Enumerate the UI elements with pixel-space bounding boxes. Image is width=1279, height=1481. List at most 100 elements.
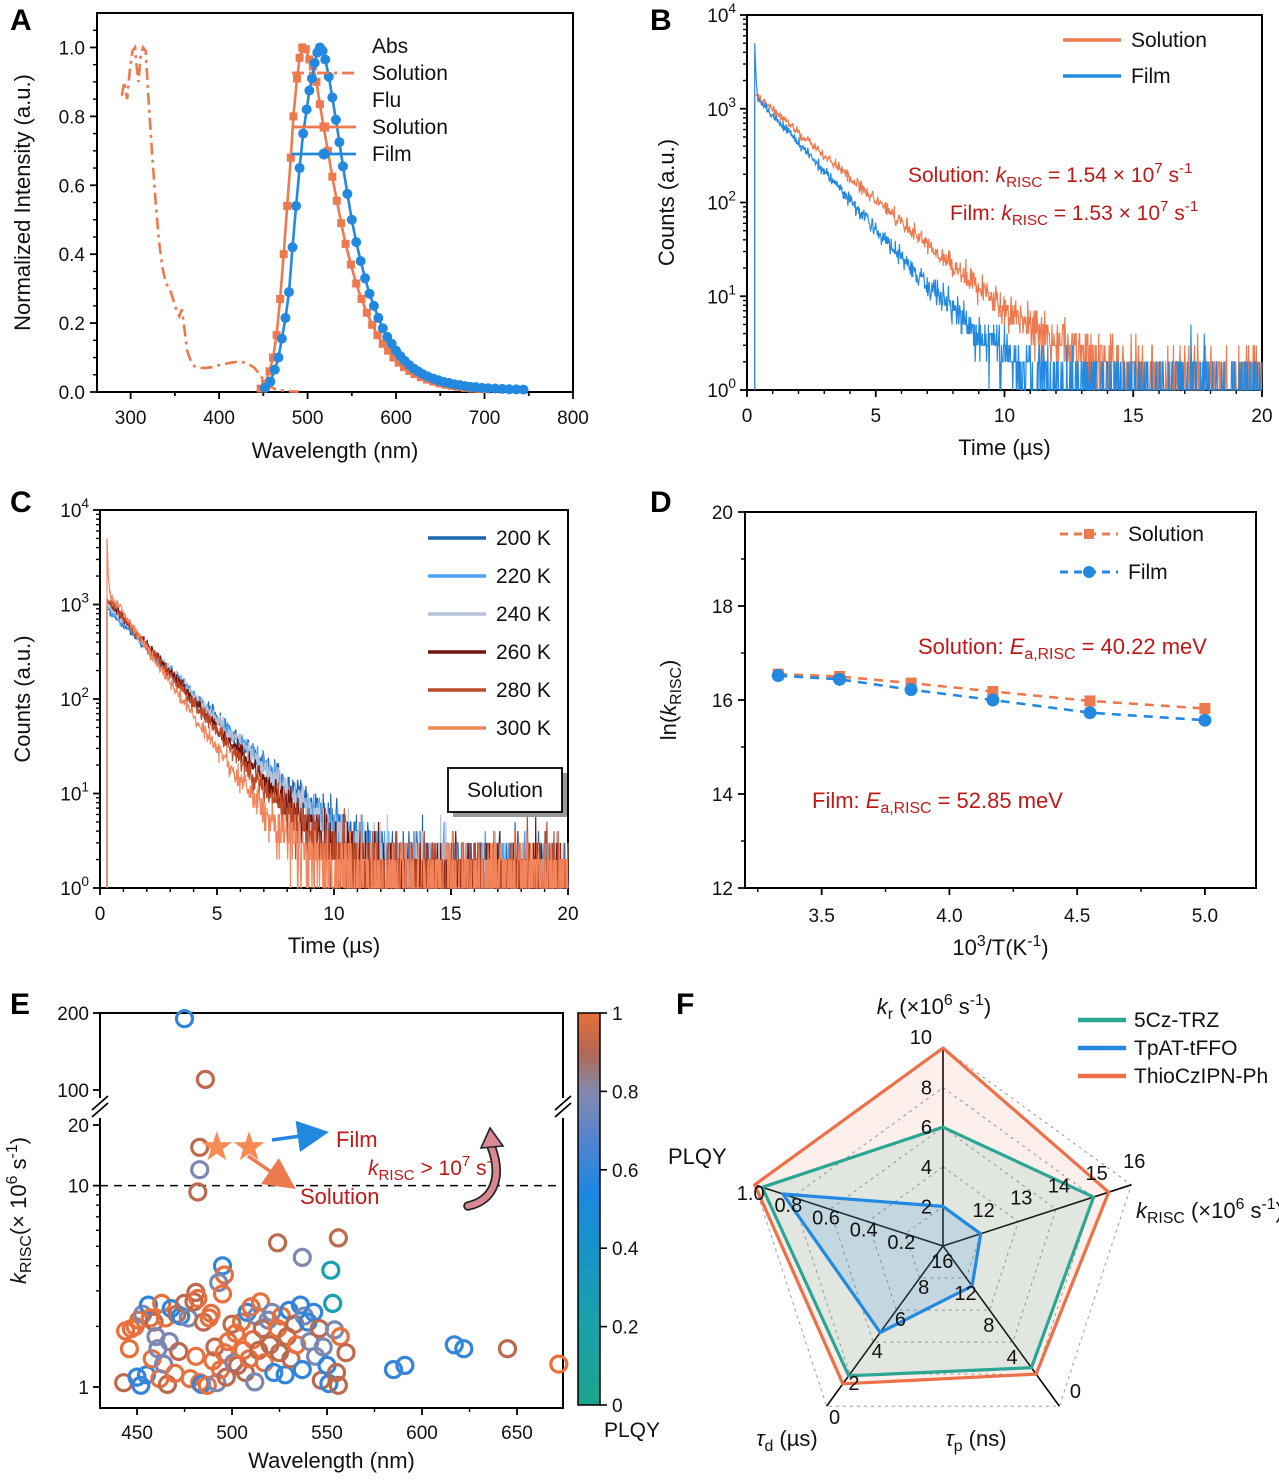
label-box-text: Solution bbox=[467, 779, 543, 802]
f-axis-label-taud: τd (µs) bbox=[756, 1426, 818, 1455]
e-colorbar-tick: 0.8 bbox=[612, 1082, 638, 1103]
e-x-tick: 650 bbox=[501, 1423, 533, 1444]
e-data-point bbox=[188, 1182, 208, 1202]
d-series-Film bbox=[778, 674, 1205, 722]
marker bbox=[833, 672, 847, 686]
e-data-point bbox=[395, 1355, 415, 1375]
marker bbox=[306, 73, 317, 84]
decay-series-300 K bbox=[106, 538, 569, 889]
e-data-point bbox=[326, 1362, 347, 1383]
panel-b: B 0 5 10 15 20 100 101 102 103 104 Time (µs) Counts… bbox=[640, 0, 1279, 470]
marker bbox=[276, 333, 287, 344]
x-axis-label: Time (µs) bbox=[288, 933, 381, 958]
e-film-label: Film bbox=[336, 1127, 378, 1152]
marker bbox=[384, 346, 393, 355]
f-tick-1: 16 bbox=[1123, 1151, 1145, 1173]
marker bbox=[360, 273, 371, 284]
e-y-tick: 20 bbox=[68, 1116, 89, 1137]
legend-label: 280 K bbox=[496, 679, 551, 702]
marker bbox=[337, 219, 346, 228]
e-colorbar bbox=[577, 1012, 601, 1406]
panel-letter-e: E bbox=[10, 988, 31, 1021]
f-axis-label-taup: τp (ns) bbox=[945, 1426, 1006, 1455]
marker bbox=[327, 92, 338, 103]
x-tick: 5 bbox=[212, 904, 223, 925]
f-series-ThioCzIPN-Ph bbox=[753, 1046, 1111, 1386]
marker bbox=[337, 161, 348, 172]
e-y-tick: 200 bbox=[57, 1004, 89, 1025]
e-colorbar-tick: 0 bbox=[612, 1396, 623, 1417]
f-grid-ring bbox=[829, 1126, 1057, 1343]
marker bbox=[265, 376, 276, 387]
marker bbox=[1199, 702, 1211, 714]
e-data-point bbox=[184, 1292, 204, 1312]
marker bbox=[389, 353, 398, 362]
e-data-point bbox=[195, 1069, 215, 1090]
e-data-point bbox=[190, 1137, 210, 1157]
marker bbox=[405, 366, 414, 375]
legend-label: 220 K bbox=[496, 565, 551, 588]
e-data-point bbox=[254, 1353, 274, 1373]
d-legend-label: Solution bbox=[1128, 523, 1204, 546]
marker bbox=[394, 358, 403, 367]
marker bbox=[368, 320, 377, 329]
e-x-tick: 600 bbox=[406, 1423, 438, 1444]
f-tick-0: 2 bbox=[921, 1196, 932, 1218]
marker bbox=[346, 214, 357, 225]
f-grid-ring bbox=[867, 1166, 1019, 1311]
marker bbox=[346, 260, 355, 269]
marker bbox=[368, 300, 379, 311]
marker bbox=[289, 112, 298, 121]
e-data-point bbox=[275, 1365, 295, 1385]
marker bbox=[905, 677, 917, 689]
marker bbox=[483, 383, 494, 394]
e-data-point bbox=[214, 1343, 234, 1363]
f-series-5Cz-TRZ bbox=[760, 1125, 1096, 1378]
e-data-point bbox=[154, 1354, 174, 1374]
marker bbox=[364, 288, 375, 299]
e-colorbar-tick: 1 bbox=[612, 1004, 623, 1025]
marker bbox=[373, 331, 382, 340]
panel-e: E 450 500 550 600 650 1 10 20 100 200 Wavelength (… bbox=[0, 970, 660, 1481]
marker bbox=[355, 256, 366, 267]
f-tick-1: 13 bbox=[1010, 1188, 1032, 1210]
d-annotation: Film: Ea,RISC = 52.85 meV bbox=[812, 788, 1063, 817]
e-data-point bbox=[119, 1339, 139, 1359]
marker bbox=[265, 367, 274, 376]
e-data-point bbox=[304, 1302, 324, 1322]
e-data-point bbox=[209, 1273, 229, 1293]
e-colorbar-tick: 0.2 bbox=[612, 1318, 638, 1339]
e-data-point bbox=[174, 1009, 195, 1029]
e-data-point bbox=[250, 1292, 271, 1312]
e-data-point bbox=[212, 1284, 233, 1304]
d-legend-label: Film bbox=[1128, 561, 1168, 584]
legend-label: Film bbox=[1131, 65, 1171, 88]
marker bbox=[292, 74, 301, 83]
f-tick-4: 0.8 bbox=[774, 1195, 802, 1217]
panel-f-chart: 24681012131415161612840864200.20.40.60.8… bbox=[668, 992, 1279, 1455]
panel-b-chart: 0 5 10 15 20 100 101 102 103 104 Time (µs) Counts (… bbox=[654, 1, 1273, 460]
y-tick: 100 bbox=[707, 376, 736, 402]
f-tick-4: 0.6 bbox=[812, 1207, 840, 1229]
panel-f: F 2 4 6 8 10 12 13 14 15 16 16 12 8 4 0 8 6 4 2 0 0.2 0.4 0.6 0… bbox=[660, 970, 1279, 1481]
e-solution-label: Solution bbox=[300, 1184, 380, 1209]
e-y-tick: 10 bbox=[68, 1177, 89, 1198]
f-tick-3: 8 bbox=[918, 1277, 929, 1299]
marker bbox=[317, 45, 328, 56]
e-data-point bbox=[142, 1349, 162, 1369]
marker bbox=[304, 85, 315, 96]
marker bbox=[291, 200, 302, 211]
panel-c-chart: 0 5 10 15 20 100 101 102 103 104 Time (µs) Counts (… bbox=[10, 496, 579, 958]
marker bbox=[341, 239, 350, 248]
y-tick: 101 bbox=[60, 780, 89, 806]
marker bbox=[301, 45, 310, 54]
marker bbox=[377, 323, 388, 334]
f-tick-2: 16 bbox=[931, 1251, 953, 1273]
f-axis-label-kr: kr (×106 s-1) bbox=[877, 992, 991, 1023]
f-tick-3: 4 bbox=[872, 1341, 883, 1363]
d-y-tick: 20 bbox=[712, 503, 733, 524]
e-axis-break bbox=[91, 1095, 109, 1111]
e-data-point bbox=[131, 1375, 151, 1395]
y-tick: 104 bbox=[707, 1, 736, 27]
annotation: Film: kRISC = 1.53 × 107 s-1 bbox=[950, 198, 1198, 229]
